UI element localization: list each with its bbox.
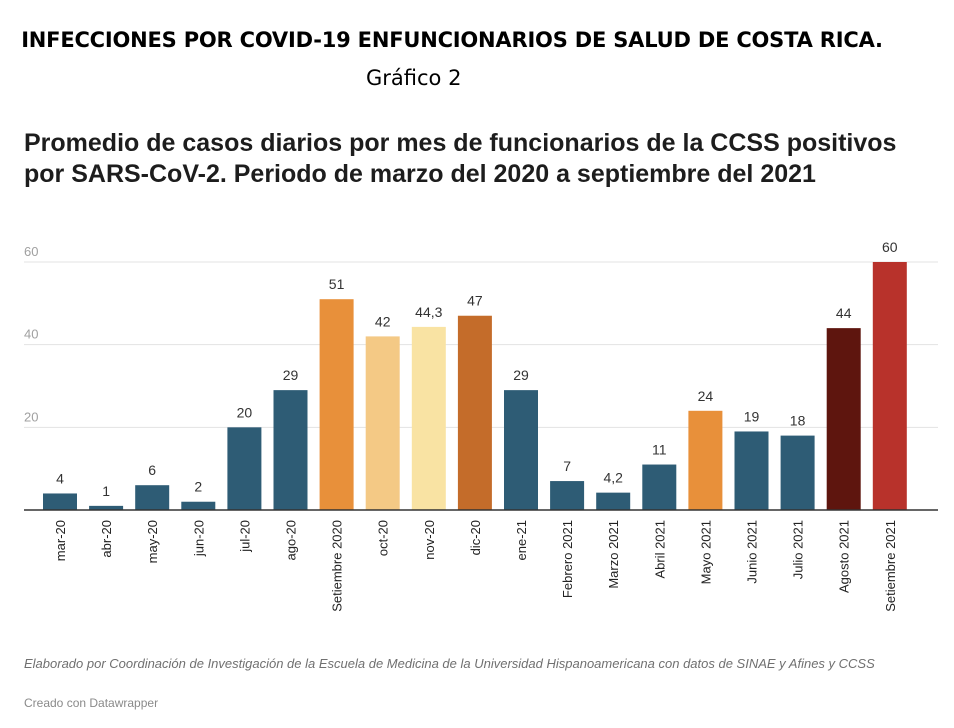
data-label: 11 — [652, 442, 667, 458]
data-label: 2 — [194, 479, 202, 495]
category-label: Febrero 2021 — [560, 520, 575, 598]
bar — [642, 464, 677, 510]
data-label: 1 — [102, 483, 110, 499]
bar — [688, 410, 723, 510]
bar — [504, 390, 538, 510]
bar — [43, 493, 77, 510]
data-label: 60 — [882, 239, 898, 255]
data-label: 6 — [148, 462, 156, 478]
chart-title: Promedio de casos diarios por mes de fun… — [24, 129, 897, 188]
category-label: ene-21 — [514, 520, 529, 560]
category-label: Setiembre 2021 — [883, 520, 898, 612]
y-tick-label: 40 — [24, 327, 38, 342]
category-label: may-20 — [145, 520, 160, 563]
bar — [734, 431, 769, 510]
category-label: Agosto 2021 — [837, 520, 852, 593]
bar — [227, 427, 262, 510]
data-label: 51 — [329, 276, 345, 292]
bar — [273, 390, 308, 510]
category-label: Mayo 2021 — [698, 520, 713, 584]
y-tick-label: 20 — [24, 409, 38, 424]
document-subtitle: Gráfico 2 — [366, 66, 462, 90]
category-label: Setiembre 2020 — [330, 520, 345, 612]
category-label: oct-20 — [376, 520, 391, 556]
bar — [826, 328, 861, 510]
bar — [457, 315, 492, 510]
category-label: Marzo 2021 — [606, 520, 621, 589]
bar — [365, 336, 400, 510]
category-label: abr-20 — [99, 520, 114, 558]
bar — [596, 492, 631, 510]
category-label: ago-20 — [284, 520, 299, 560]
source-note: Elaborado por Coordinación de Investigac… — [24, 656, 875, 671]
data-label: 42 — [375, 313, 391, 329]
category-label: dic-20 — [468, 520, 483, 555]
data-label: 44 — [836, 305, 852, 321]
category-label: jul-20 — [237, 520, 252, 553]
bar — [135, 485, 170, 510]
bar — [550, 481, 585, 510]
data-label: 19 — [744, 408, 760, 424]
data-label: 47 — [467, 293, 483, 309]
bar — [780, 435, 815, 510]
data-label: 44,3 — [415, 304, 442, 320]
data-label: 20 — [237, 404, 253, 420]
category-label: jun-20 — [191, 520, 206, 557]
bar — [872, 262, 907, 510]
bar — [411, 326, 446, 510]
bar — [89, 505, 124, 510]
category-label: Julio 2021 — [791, 520, 806, 579]
data-label: 4 — [56, 470, 64, 486]
bar-chart: 20 40 60 4 mar-20 1 abr-20 6 may-20 2 jun-20 20 jul-… — [24, 239, 938, 612]
category-label: Abril 2021 — [652, 520, 667, 579]
bar — [181, 501, 216, 510]
bar — [319, 299, 354, 510]
data-label: 29 — [283, 367, 299, 383]
y-tick-label: 60 — [24, 244, 38, 259]
document-title: INFECCIONES POR COVID-19 ENFUNCIONARIOS … — [21, 28, 883, 52]
category-label: nov-20 — [422, 520, 437, 560]
category-label: Junio 2021 — [745, 520, 760, 584]
category-label: mar-20 — [53, 520, 68, 561]
data-label: 18 — [790, 413, 806, 429]
data-label: 7 — [563, 458, 571, 474]
data-label: 4,2 — [603, 470, 623, 486]
data-label: 24 — [698, 388, 714, 404]
credit-note: Creado con Datawrapper — [24, 696, 159, 710]
data-label: 29 — [513, 367, 529, 383]
